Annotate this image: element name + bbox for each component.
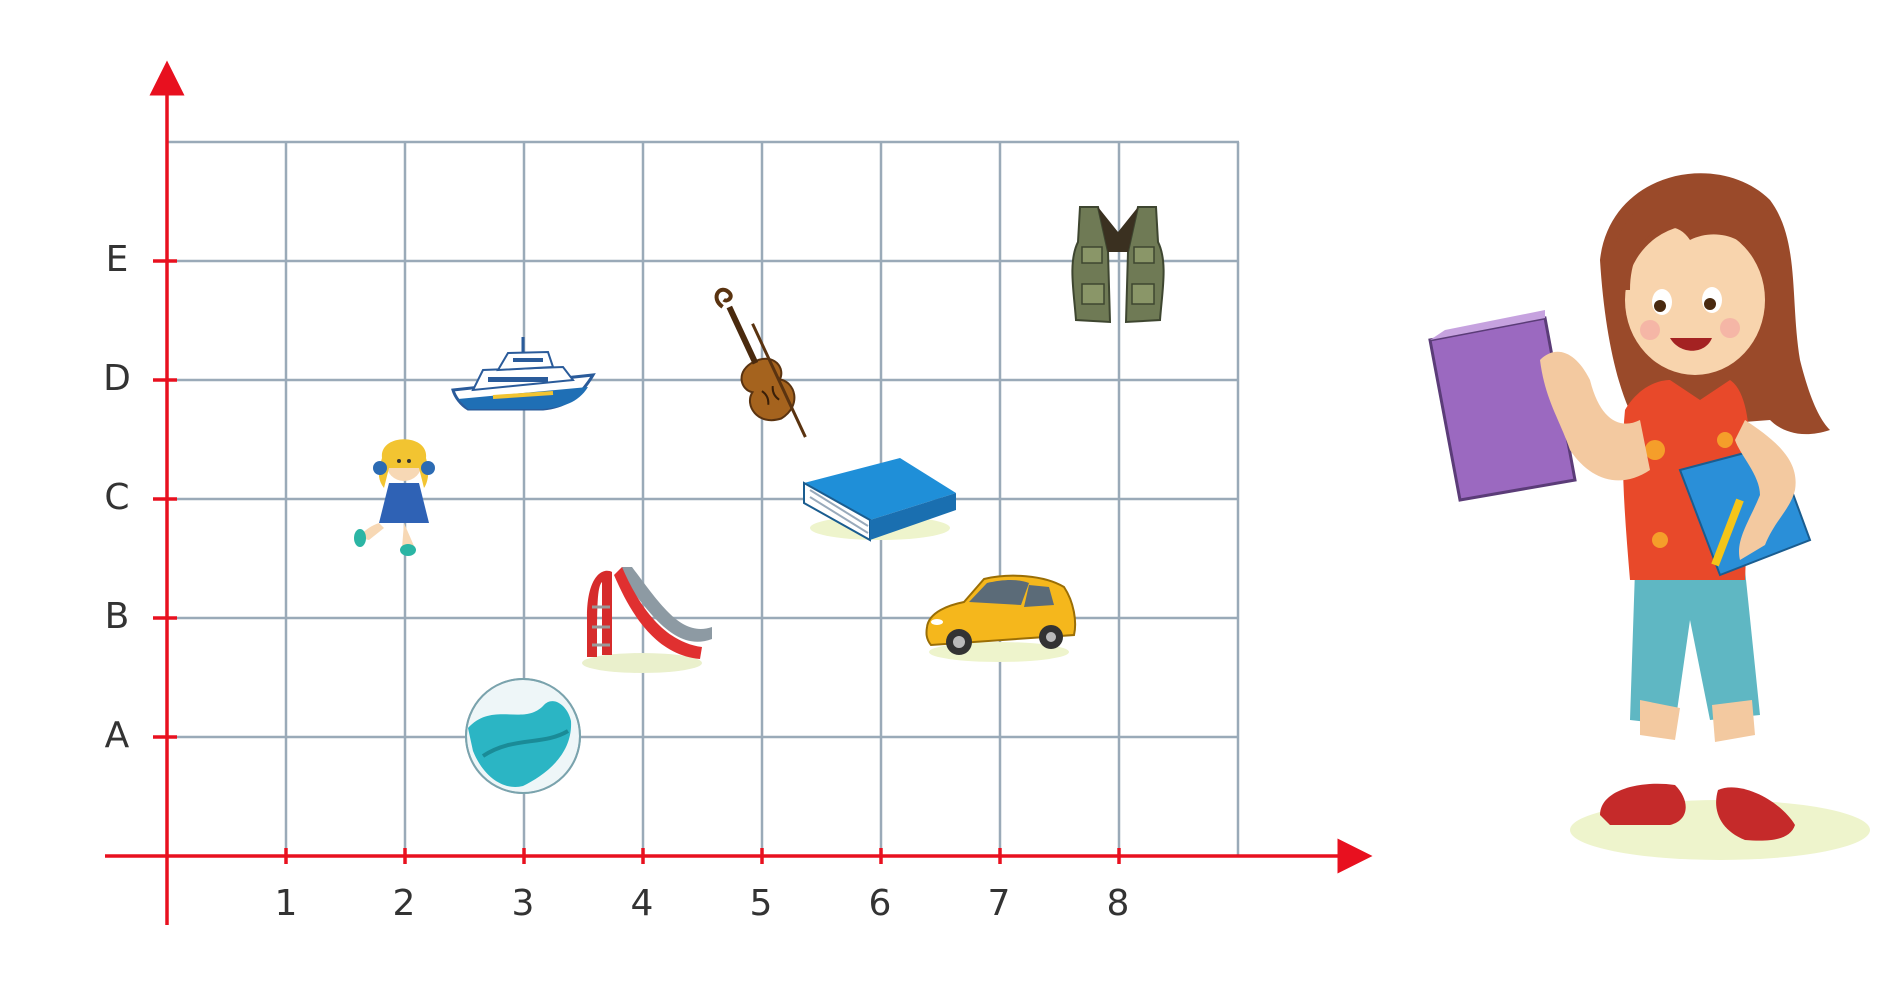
slide-icon (582, 567, 712, 673)
x-tick-label: 6 (869, 883, 892, 924)
book-icon (803, 458, 956, 542)
y-tick-label: E (106, 239, 129, 280)
girl-with-books-icon (1428, 173, 1870, 860)
x-tick-label: 7 (988, 883, 1011, 924)
car-icon (925, 574, 1077, 662)
x-tick-labels: 1 2 3 4 5 6 7 8 (275, 883, 1130, 924)
x-tick-label: 1 (275, 883, 298, 924)
violin-icon (714, 287, 807, 438)
ball-icon (465, 678, 581, 794)
y-tick-label: C (104, 477, 129, 518)
x-tick-label: 8 (1107, 883, 1130, 924)
y-tick-label: A (105, 715, 130, 756)
axes (105, 60, 1373, 925)
boat-icon (451, 337, 596, 411)
x-tick-label: 4 (631, 883, 654, 924)
x-tick-label: 5 (750, 883, 773, 924)
y-tick-label: B (105, 596, 130, 637)
y-tick-label: D (103, 358, 131, 399)
x-tick-label: 3 (512, 883, 535, 924)
vest-icon (1071, 206, 1165, 324)
y-tick-labels: A B C D E (103, 239, 131, 756)
doll-icon (354, 439, 435, 556)
x-tick-label: 2 (393, 883, 416, 924)
